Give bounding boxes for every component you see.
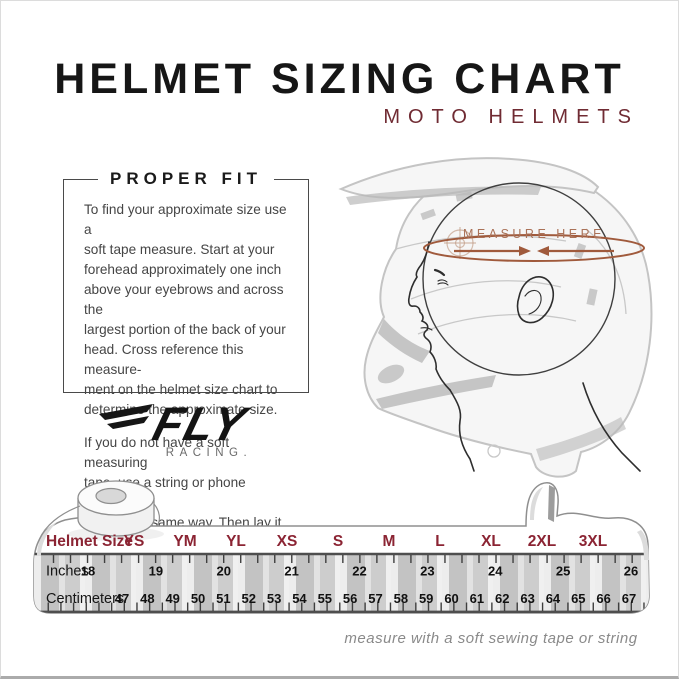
cm-value: 54 — [292, 591, 307, 606]
ear-inner — [524, 289, 542, 315]
head-circumference-circle — [422, 182, 616, 376]
cm-value: 63 — [520, 591, 534, 606]
arrow-right-icon — [519, 246, 531, 256]
inch-value: 21 — [284, 564, 298, 579]
cm-value: 57 — [368, 591, 382, 606]
helmet-vent — [420, 208, 436, 221]
helmet-head-illustration: MEASURE HERE — [338, 157, 653, 478]
right-wrap-shade — [637, 530, 649, 560]
row-header-inches: Inches — [46, 564, 89, 580]
eyebrow — [433, 268, 446, 277]
face-profile — [407, 241, 451, 391]
inch-value: 25 — [556, 564, 570, 579]
proper-fit-title: PROPER FIT — [97, 169, 275, 189]
cm-value: 67 — [622, 591, 636, 606]
proper-fit-paragraph-1: To find your approximate size use a soft… — [84, 202, 287, 417]
cm-value: 64 — [546, 591, 561, 606]
loop-edge — [548, 485, 555, 522]
cm-value: 56 — [343, 591, 357, 606]
cm-value: 48 — [140, 591, 154, 606]
measuring-tape-chart: Helmet Size Inches Centimeters YS YM YL XS S… — [33, 480, 650, 614]
cm-value: 66 — [596, 591, 610, 606]
cm-value: 55 — [318, 591, 332, 606]
helmet-panel-line — [410, 280, 562, 300]
arrow-left-icon — [537, 246, 549, 256]
helmet-vent — [586, 288, 598, 306]
size-label: YL — [226, 533, 246, 550]
size-label: L — [435, 533, 444, 550]
cm-value: 49 — [165, 591, 179, 606]
cm-value: 53 — [267, 591, 281, 606]
ear-outline — [516, 276, 554, 324]
left-curl-shade — [37, 522, 57, 556]
cm-value: 59 — [419, 591, 433, 606]
helmet-chin-vent — [377, 364, 405, 384]
inch-value: 18 — [81, 564, 95, 579]
size-label: XS — [277, 533, 298, 550]
size-labels-row: YS YM YL XS S M L XL 2XL 3XL — [124, 533, 608, 550]
helmet-rivet — [487, 444, 501, 458]
size-label: S — [333, 533, 343, 550]
neck-back-line — [582, 382, 641, 472]
cm-value: 47 — [115, 591, 129, 606]
page-subtitle: MOTO HELMETS — [383, 106, 639, 128]
cm-value: 52 — [242, 591, 256, 606]
visor-under-shade — [346, 186, 541, 205]
page-title: HELMET SIZING CHART — [54, 55, 625, 103]
size-label: M — [383, 533, 396, 550]
inch-value: 26 — [624, 564, 638, 579]
cm-value: 65 — [571, 591, 585, 606]
inch-value: 20 — [217, 564, 231, 579]
inch-value: 22 — [352, 564, 366, 579]
logo-speed-line-icon — [99, 404, 153, 420]
roll-feed-fold — [38, 505, 81, 541]
cm-values-row: 47 48 49 50 51 52 53 54 55 56 57 58 59 60 61 62 63 64 65 66… — [115, 591, 636, 606]
inch-values-row: 18 19 20 21 22 23 24 25 26 — [81, 564, 638, 579]
roll-hole — [95, 487, 127, 505]
cm-value: 50 — [191, 591, 205, 606]
tape-ruler-area — [34, 552, 649, 614]
size-label: YM — [173, 533, 196, 550]
cm-value: 58 — [394, 591, 408, 606]
inch-value: 23 — [420, 564, 434, 579]
loop-shade — [530, 487, 543, 520]
eye — [437, 279, 449, 286]
measure-here-label: MEASURE HERE — [463, 227, 605, 241]
row-header-helmet-size: Helmet Size — [46, 533, 133, 550]
cm-value: 51 — [216, 591, 230, 606]
cm-value: 60 — [444, 591, 458, 606]
size-label: 2XL — [528, 533, 556, 550]
helmet-cheek-shade — [378, 319, 430, 363]
fly-racing-logo: FLY RACING. — [99, 399, 255, 459]
proper-fit-box: PROPER FIT To find your approximate size… — [63, 169, 309, 550]
cm-ticks — [47, 602, 645, 611]
measurement-caption: measure with a soft sewing tape or strin… — [344, 630, 638, 647]
helmet-panel-line — [417, 313, 577, 335]
target-crosshair-icon — [444, 227, 476, 259]
size-label: 3XL — [579, 533, 607, 550]
tape-roll — [38, 480, 164, 541]
size-label: XL — [481, 533, 501, 550]
roll-peel-fold — [153, 503, 160, 527]
cm-value: 61 — [470, 591, 484, 606]
measure-ellipse — [423, 234, 645, 262]
row-header-centimeters: Centimeters — [46, 591, 124, 607]
inch-ticks — [52, 555, 633, 563]
inch-value: 24 — [488, 564, 503, 579]
size-label: YS — [124, 533, 145, 550]
logo-fly-text: FLY — [147, 399, 254, 451]
helmet-chinbar-shade — [376, 375, 496, 409]
neck-front-line — [449, 389, 475, 472]
logo-racing-text: RACING. — [166, 447, 252, 459]
inch-value: 19 — [149, 564, 163, 579]
cm-value: 62 — [495, 591, 509, 606]
logo-speed-line-icon — [107, 416, 149, 429]
mouth-line — [420, 327, 433, 331]
